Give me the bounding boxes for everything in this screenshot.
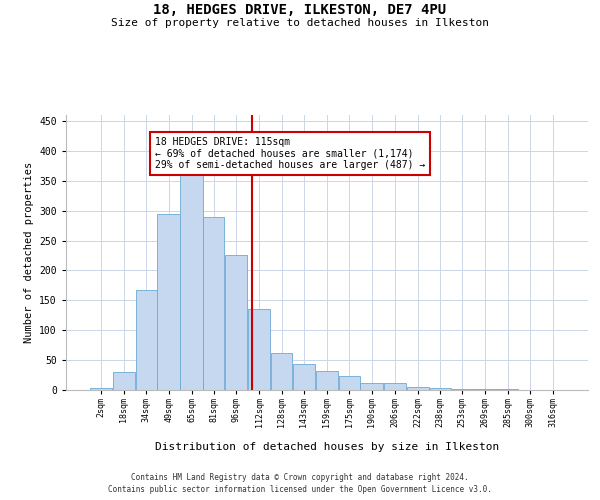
Text: Contains HM Land Registry data © Crown copyright and database right 2024.: Contains HM Land Registry data © Crown c… (131, 472, 469, 482)
Bar (203, 216, 224, 390)
Bar (316, 372, 338, 390)
Text: 18 HEDGES DRIVE: 115sqm
← 69% of detached houses are smaller (1,174)
29% of semi: 18 HEDGES DRIVE: 115sqm ← 69% of detache… (155, 137, 425, 170)
Bar (136, 290, 157, 390)
Text: Distribution of detached houses by size in Ilkeston: Distribution of detached houses by size … (155, 442, 499, 452)
Bar (271, 353, 292, 390)
Bar (113, 372, 135, 390)
Bar (225, 255, 247, 390)
Bar (248, 308, 271, 390)
Bar (383, 383, 406, 390)
Bar (430, 388, 451, 390)
Bar (339, 376, 360, 390)
Bar (407, 387, 429, 390)
Bar (361, 384, 383, 390)
Bar (157, 214, 180, 390)
Bar (293, 364, 315, 390)
Text: Contains public sector information licensed under the Open Government Licence v3: Contains public sector information licen… (108, 485, 492, 494)
Text: 18, HEDGES DRIVE, ILKESTON, DE7 4PU: 18, HEDGES DRIVE, ILKESTON, DE7 4PU (154, 2, 446, 16)
Y-axis label: Number of detached properties: Number of detached properties (24, 162, 34, 343)
Bar (90, 388, 112, 390)
Text: Size of property relative to detached houses in Ilkeston: Size of property relative to detached ho… (111, 18, 489, 28)
Bar (474, 389, 497, 390)
Bar (181, 169, 203, 390)
